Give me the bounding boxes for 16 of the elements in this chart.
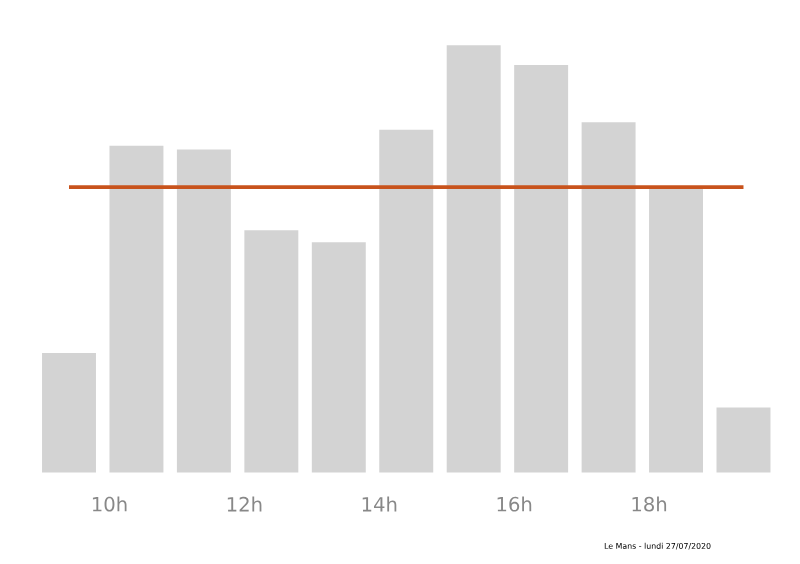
bar (42, 353, 96, 473)
bar (244, 230, 299, 473)
x-tick-label: 10h (92, 496, 127, 513)
bar (514, 65, 569, 473)
bar (379, 130, 434, 473)
bar (716, 408, 771, 473)
x-tick-label: 18h (632, 496, 667, 513)
bar (446, 45, 501, 473)
x-tick-label: 12h (227, 497, 262, 512)
x-tick-label: 14h (362, 497, 397, 512)
bar (109, 146, 164, 473)
bar (311, 242, 366, 473)
bar (649, 187, 704, 473)
x-tick-label: 16h (497, 496, 532, 513)
bar (176, 149, 231, 473)
bar (581, 122, 636, 473)
